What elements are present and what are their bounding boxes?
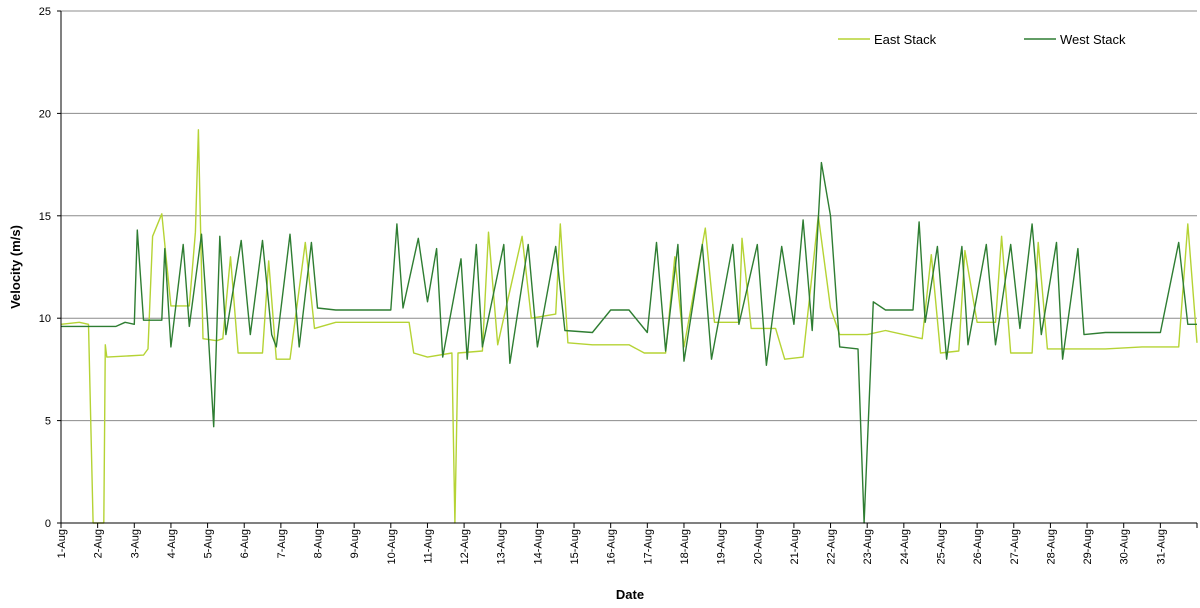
x-tick-label: 29-Aug (1082, 529, 1094, 564)
x-tick-label: 14-Aug (532, 529, 544, 564)
x-tick-label: 24-Aug (899, 529, 911, 564)
y-tick-labels: 0 5 10 15 20 25 (39, 6, 61, 530)
y-tick-label: 25 (39, 6, 51, 18)
x-tick-label: 11-Aug (423, 529, 435, 564)
x-tick-label: 26-Aug (972, 529, 984, 564)
x-tick-label: 12-Aug (459, 529, 471, 564)
x-tick-label: 13-Aug (496, 529, 508, 564)
x-tick-label: 3-Aug (129, 529, 141, 558)
legend-label: East Stack (874, 32, 937, 47)
x-tick-label: 30-Aug (1119, 529, 1131, 564)
x-tick-label: 21-Aug (789, 529, 801, 564)
series-layer (60, 129, 1198, 524)
x-tick-label: 16-Aug (606, 529, 618, 564)
y-axis-title: Velocity (m/s) (8, 225, 23, 309)
legend: East Stack West Stack (838, 32, 1126, 47)
x-tick-label: 2-Aug (93, 529, 105, 558)
y-tick-label: 15 (39, 211, 51, 223)
x-tick-label: 7-Aug (276, 529, 288, 558)
y-tick-label: 0 (45, 518, 51, 530)
x-tick-label: 8-Aug (313, 529, 325, 558)
x-tick-label: 1-Aug (56, 529, 68, 558)
x-tick-label: 28-Aug (1045, 529, 1057, 564)
legend-label: West Stack (1060, 32, 1126, 47)
series-line-west-stack (61, 161, 1197, 524)
series-line-east-stack (60, 129, 1198, 524)
x-tick-label: 4-Aug (166, 529, 178, 558)
x-tick-label: 17-Aug (642, 529, 654, 564)
x-tick-label: 23-Aug (862, 529, 874, 564)
x-tick-label: 10-Aug (386, 529, 398, 564)
x-tick-label: 22-Aug (826, 529, 838, 564)
x-tick-label: 20-Aug (752, 529, 764, 564)
x-tick-label: 6-Aug (239, 529, 251, 558)
x-tick-label: 19-Aug (716, 529, 728, 564)
x-tick-label: 5-Aug (203, 529, 215, 558)
x-tick-label: 27-Aug (1009, 529, 1021, 564)
x-tick-label: 18-Aug (679, 529, 691, 564)
axes (60, 11, 1197, 524)
gridlines (61, 10, 1197, 422)
x-tick-label: 9-Aug (349, 529, 361, 558)
y-tick-label: 20 (39, 108, 51, 120)
x-tick-label: 25-Aug (936, 529, 948, 564)
x-tick-label: 31-Aug (1155, 529, 1167, 564)
x-axis-title: Date (616, 587, 644, 602)
x-tick-labels: 1-Aug 2-Aug 3-Aug 4-Aug 5-Aug 6-Aug 7-Aug 8-Aug… (56, 523, 1198, 564)
x-tick-label: 15-Aug (569, 529, 581, 564)
y-tick-label: 5 (45, 416, 51, 428)
y-tick-label: 10 (39, 313, 51, 325)
